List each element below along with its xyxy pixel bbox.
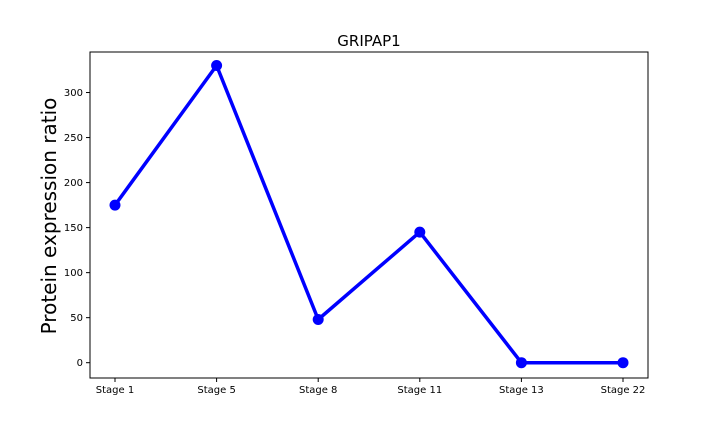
data-point bbox=[515, 357, 527, 369]
x-tick-label: Stage 8 bbox=[299, 385, 337, 396]
y-tick-label: 150 bbox=[64, 223, 83, 234]
data-point bbox=[109, 199, 121, 211]
series-line bbox=[113, 63, 625, 365]
x-tick-label: Stage 11 bbox=[397, 385, 442, 396]
data-point bbox=[211, 60, 223, 72]
x-tick-label: Stage 1 bbox=[96, 385, 134, 396]
y-tick-label: 250 bbox=[64, 133, 83, 144]
x-tick-label: Stage 22 bbox=[601, 385, 646, 396]
y-tick-label: 50 bbox=[70, 313, 83, 324]
x-tick-label: Stage 5 bbox=[197, 385, 235, 396]
x-axis-ticks: Stage 1 Stage 5 Stage 8 Stage 11 Stage 13 Sta… bbox=[96, 378, 646, 396]
y-tick-label: 0 bbox=[77, 358, 83, 369]
y-axis-ticks: 0 50 100 150 200 250 300 bbox=[64, 88, 90, 369]
x-tick-label: Stage 13 bbox=[499, 385, 544, 396]
data-series bbox=[109, 60, 629, 369]
data-point bbox=[312, 313, 324, 325]
y-tick-label: 300 bbox=[64, 88, 83, 99]
plot-frame bbox=[89, 51, 649, 379]
data-point bbox=[617, 357, 629, 369]
y-tick-label: 200 bbox=[64, 178, 83, 189]
data-point bbox=[414, 226, 426, 238]
y-tick-label: 100 bbox=[64, 268, 83, 279]
chart-title: GRIPAP1 bbox=[337, 32, 400, 50]
y-axis-label: Protein expression ratio bbox=[37, 98, 61, 335]
